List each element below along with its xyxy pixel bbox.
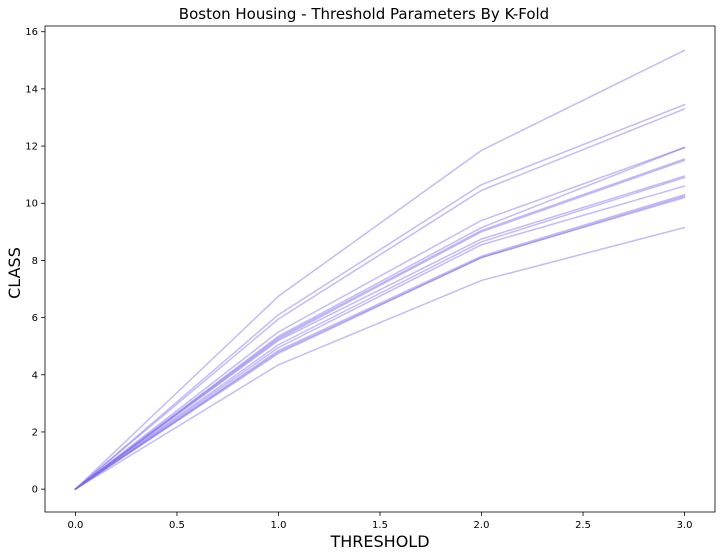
- y-axis-label: CLASS: [5, 247, 24, 299]
- series-line-6: [74, 158, 686, 490]
- series-line-13: [74, 195, 686, 490]
- y-tick-label: 0: [32, 485, 38, 496]
- series-layer: [74, 49, 686, 490]
- series-line-12: [74, 196, 686, 490]
- y-tick-label: 4: [32, 370, 38, 381]
- x-tick-label: 2.0: [474, 520, 490, 531]
- series-line-2: [74, 103, 686, 490]
- series-line-3: [74, 108, 686, 490]
- x-tick-label: 1.0: [271, 520, 287, 531]
- x-tick-label: 3.0: [677, 520, 693, 531]
- series-line-8: [74, 175, 686, 490]
- y-tick-label: 12: [25, 142, 38, 153]
- x-tick-label: 2.5: [575, 520, 591, 531]
- y-axis: 0 2 4 6 8 10 12 14 16: [25, 27, 45, 496]
- series-line-7: [74, 159, 686, 490]
- series-line-10: [74, 185, 686, 490]
- x-axis-label: THRESHOLD: [329, 532, 429, 551]
- x-tick-label: 0.5: [169, 520, 185, 531]
- chart-title: Boston Housing - Threshold Parameters By…: [179, 5, 549, 23]
- y-tick-label: 6: [32, 313, 38, 324]
- y-tick-label: 10: [25, 199, 38, 210]
- y-tick-label: 14: [25, 84, 38, 95]
- y-tick-label: 2: [32, 427, 38, 438]
- y-tick-label: 16: [25, 27, 38, 38]
- x-axis: 0.0 0.5 1.0 1.5 2.0 2.5 3.0: [68, 512, 693, 531]
- x-tick-label: 0.0: [68, 520, 84, 531]
- series-line-14: [74, 226, 686, 490]
- series-line-1: [74, 49, 686, 490]
- series-line-4: [74, 146, 686, 490]
- series-line-5: [74, 146, 686, 490]
- y-tick-label: 8: [32, 256, 38, 267]
- x-tick-label: 1.5: [372, 520, 388, 531]
- series-line-11: [74, 193, 686, 490]
- series-line-9: [74, 176, 686, 490]
